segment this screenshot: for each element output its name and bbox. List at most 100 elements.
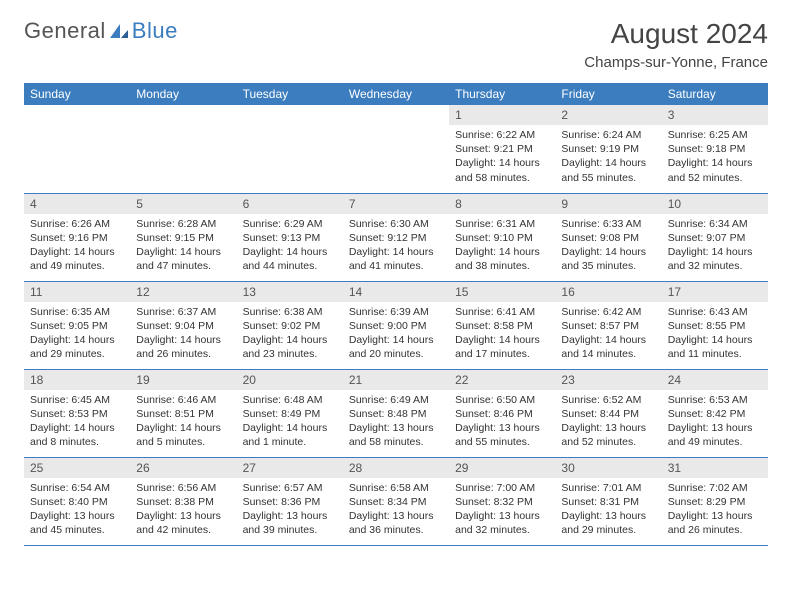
day-number: 1 <box>449 105 555 125</box>
day-number: 19 <box>130 370 236 390</box>
sunrise-text: Sunrise: 6:31 AM <box>455 217 549 231</box>
day-number: 11 <box>24 282 130 302</box>
day-content: Sunrise: 7:00 AMSunset: 8:32 PMDaylight:… <box>449 478 555 544</box>
calendar-day-cell: 13Sunrise: 6:38 AMSunset: 9:02 PMDayligh… <box>237 281 343 369</box>
day-content: Sunrise: 6:50 AMSunset: 8:46 PMDaylight:… <box>449 390 555 456</box>
day-content: Sunrise: 6:41 AMSunset: 8:58 PMDaylight:… <box>449 302 555 368</box>
sunset-text: Sunset: 8:53 PM <box>30 407 124 421</box>
calendar-day-cell: 20Sunrise: 6:48 AMSunset: 8:49 PMDayligh… <box>237 369 343 457</box>
daylight-text: Daylight: 13 hours and 36 minutes. <box>349 509 443 537</box>
sunrise-text: Sunrise: 7:01 AM <box>561 481 655 495</box>
sunrise-text: Sunrise: 6:39 AM <box>349 305 443 319</box>
sunset-text: Sunset: 9:00 PM <box>349 319 443 333</box>
sunrise-text: Sunrise: 6:35 AM <box>30 305 124 319</box>
daylight-text: Daylight: 14 hours and 1 minute. <box>243 421 337 449</box>
day-number: 28 <box>343 458 449 478</box>
day-number: 29 <box>449 458 555 478</box>
daylight-text: Daylight: 14 hours and 32 minutes. <box>668 245 762 273</box>
calendar-week-row: 18Sunrise: 6:45 AMSunset: 8:53 PMDayligh… <box>24 369 768 457</box>
calendar-day-cell: 31Sunrise: 7:02 AMSunset: 8:29 PMDayligh… <box>662 457 768 545</box>
calendar-week-row: 1Sunrise: 6:22 AMSunset: 9:21 PMDaylight… <box>24 105 768 193</box>
day-content: Sunrise: 6:52 AMSunset: 8:44 PMDaylight:… <box>555 390 661 456</box>
day-content: Sunrise: 6:31 AMSunset: 9:10 PMDaylight:… <box>449 214 555 280</box>
calendar-day-cell: 24Sunrise: 6:53 AMSunset: 8:42 PMDayligh… <box>662 369 768 457</box>
sunset-text: Sunset: 9:07 PM <box>668 231 762 245</box>
daylight-text: Daylight: 14 hours and 55 minutes. <box>561 156 655 184</box>
calendar-day-cell: 10Sunrise: 6:34 AMSunset: 9:07 PMDayligh… <box>662 193 768 281</box>
day-number: 3 <box>662 105 768 125</box>
day-number: 2 <box>555 105 661 125</box>
calendar-day-cell: 8Sunrise: 6:31 AMSunset: 9:10 PMDaylight… <box>449 193 555 281</box>
sunset-text: Sunset: 9:19 PM <box>561 142 655 156</box>
sunrise-text: Sunrise: 6:34 AM <box>668 217 762 231</box>
sunset-text: Sunset: 9:12 PM <box>349 231 443 245</box>
calendar-day-cell <box>237 105 343 193</box>
sunrise-text: Sunrise: 6:22 AM <box>455 128 549 142</box>
calendar-week-row: 25Sunrise: 6:54 AMSunset: 8:40 PMDayligh… <box>24 457 768 545</box>
sunrise-text: Sunrise: 6:33 AM <box>561 217 655 231</box>
day-content: Sunrise: 6:58 AMSunset: 8:34 PMDaylight:… <box>343 478 449 544</box>
day-content: Sunrise: 6:33 AMSunset: 9:08 PMDaylight:… <box>555 214 661 280</box>
daylight-text: Daylight: 14 hours and 58 minutes. <box>455 156 549 184</box>
day-content: Sunrise: 6:34 AMSunset: 9:07 PMDaylight:… <box>662 214 768 280</box>
daylight-text: Daylight: 14 hours and 23 minutes. <box>243 333 337 361</box>
weekday-header: Sunday <box>24 83 130 105</box>
sunset-text: Sunset: 8:58 PM <box>455 319 549 333</box>
calendar-day-cell: 15Sunrise: 6:41 AMSunset: 8:58 PMDayligh… <box>449 281 555 369</box>
calendar-table: Sunday Monday Tuesday Wednesday Thursday… <box>24 83 768 546</box>
daylight-text: Daylight: 14 hours and 11 minutes. <box>668 333 762 361</box>
calendar-day-cell: 3Sunrise: 6:25 AMSunset: 9:18 PMDaylight… <box>662 105 768 193</box>
daylight-text: Daylight: 13 hours and 52 minutes. <box>561 421 655 449</box>
weekday-header-row: Sunday Monday Tuesday Wednesday Thursday… <box>24 83 768 105</box>
sunset-text: Sunset: 8:51 PM <box>136 407 230 421</box>
day-content: Sunrise: 6:39 AMSunset: 9:00 PMDaylight:… <box>343 302 449 368</box>
day-number: 7 <box>343 194 449 214</box>
daylight-text: Daylight: 13 hours and 42 minutes. <box>136 509 230 537</box>
sunset-text: Sunset: 8:34 PM <box>349 495 443 509</box>
weekday-header: Wednesday <box>343 83 449 105</box>
logo-text-a: General <box>24 18 106 44</box>
day-content: Sunrise: 6:37 AMSunset: 9:04 PMDaylight:… <box>130 302 236 368</box>
calendar-day-cell: 21Sunrise: 6:49 AMSunset: 8:48 PMDayligh… <box>343 369 449 457</box>
day-number: 25 <box>24 458 130 478</box>
sunset-text: Sunset: 8:48 PM <box>349 407 443 421</box>
sunset-text: Sunset: 8:46 PM <box>455 407 549 421</box>
sunrise-text: Sunrise: 6:41 AM <box>455 305 549 319</box>
daylight-text: Daylight: 14 hours and 5 minutes. <box>136 421 230 449</box>
sunrise-text: Sunrise: 6:56 AM <box>136 481 230 495</box>
sunset-text: Sunset: 9:05 PM <box>30 319 124 333</box>
day-content: Sunrise: 6:42 AMSunset: 8:57 PMDaylight:… <box>555 302 661 368</box>
sunrise-text: Sunrise: 6:24 AM <box>561 128 655 142</box>
location: Champs-sur-Yonne, France <box>584 54 768 71</box>
sunset-text: Sunset: 9:15 PM <box>136 231 230 245</box>
sunset-text: Sunset: 8:42 PM <box>668 407 762 421</box>
calendar-day-cell: 4Sunrise: 6:26 AMSunset: 9:16 PMDaylight… <box>24 193 130 281</box>
day-content: Sunrise: 6:24 AMSunset: 9:19 PMDaylight:… <box>555 125 661 191</box>
sunset-text: Sunset: 8:49 PM <box>243 407 337 421</box>
daylight-text: Daylight: 13 hours and 58 minutes. <box>349 421 443 449</box>
day-number: 5 <box>130 194 236 214</box>
day-number: 23 <box>555 370 661 390</box>
daylight-text: Daylight: 14 hours and 17 minutes. <box>455 333 549 361</box>
daylight-text: Daylight: 13 hours and 49 minutes. <box>668 421 762 449</box>
sunrise-text: Sunrise: 6:28 AM <box>136 217 230 231</box>
calendar-day-cell: 11Sunrise: 6:35 AMSunset: 9:05 PMDayligh… <box>24 281 130 369</box>
calendar-week-row: 4Sunrise: 6:26 AMSunset: 9:16 PMDaylight… <box>24 193 768 281</box>
calendar-day-cell: 29Sunrise: 7:00 AMSunset: 8:32 PMDayligh… <box>449 457 555 545</box>
day-number: 20 <box>237 370 343 390</box>
day-number: 9 <box>555 194 661 214</box>
calendar-day-cell: 18Sunrise: 6:45 AMSunset: 8:53 PMDayligh… <box>24 369 130 457</box>
day-content: Sunrise: 6:54 AMSunset: 8:40 PMDaylight:… <box>24 478 130 544</box>
header: General Blue August 2024 Champs-sur-Yonn… <box>24 18 768 71</box>
sunset-text: Sunset: 9:13 PM <box>243 231 337 245</box>
sunrise-text: Sunrise: 7:00 AM <box>455 481 549 495</box>
day-content: Sunrise: 6:38 AMSunset: 9:02 PMDaylight:… <box>237 302 343 368</box>
sunset-text: Sunset: 9:02 PM <box>243 319 337 333</box>
calendar-day-cell: 17Sunrise: 6:43 AMSunset: 8:55 PMDayligh… <box>662 281 768 369</box>
day-content: Sunrise: 6:25 AMSunset: 9:18 PMDaylight:… <box>662 125 768 191</box>
day-number: 21 <box>343 370 449 390</box>
daylight-text: Daylight: 14 hours and 26 minutes. <box>136 333 230 361</box>
sunrise-text: Sunrise: 6:43 AM <box>668 305 762 319</box>
sunrise-text: Sunrise: 6:25 AM <box>668 128 762 142</box>
day-number: 24 <box>662 370 768 390</box>
